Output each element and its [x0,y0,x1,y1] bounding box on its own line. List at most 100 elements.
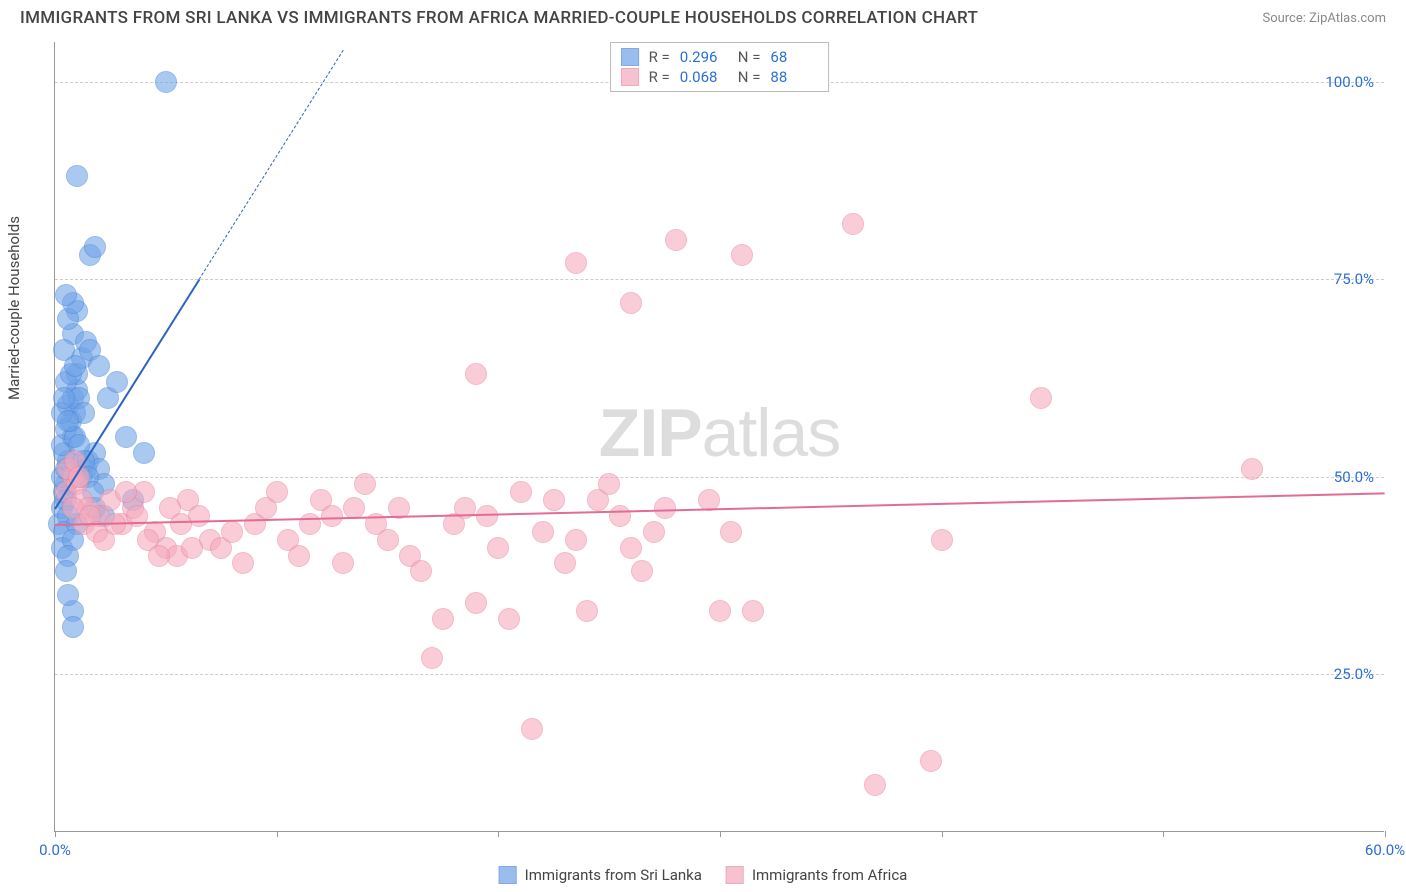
scatter-point [576,600,598,622]
n-value-1: 68 [770,48,818,66]
xtick [277,831,278,837]
scatter-point [864,774,886,796]
chart-title: IMMIGRANTS FROM SRI LANKA VS IMMIGRANTS … [20,8,978,28]
watermark: ZIPatlas [599,394,840,472]
chart-container: IMMIGRANTS FROM SRI LANKA VS IMMIGRANTS … [0,0,1406,892]
xtick-label: 0.0% [39,841,71,859]
scatter-point [521,718,543,740]
legend-label-2: Immigrants from Africa [752,866,907,884]
scatter-point [181,537,203,559]
scatter-point [543,489,565,511]
scatter-point [66,165,88,187]
r-value-1: 0.296 [680,48,728,66]
legend-stats-row-2: R = 0.068 N = 88 [621,67,819,87]
ytick-label: 25.0% [1334,665,1374,683]
scatter-point [221,521,243,543]
scatter-point [321,505,343,527]
xtick-label: 60.0% [1365,841,1405,859]
scatter-point [931,529,953,551]
plot-area: ZIPatlas R = 0.296 N = 68 R = 0.068 N = … [54,42,1384,832]
scatter-point [332,552,354,574]
scatter-point [432,608,454,630]
scatter-point [654,497,676,519]
xtick [1163,831,1164,837]
legend-swatch-1 [499,866,517,884]
xtick [498,831,499,837]
r-value-2: 0.068 [680,68,728,86]
scatter-point [421,647,443,669]
scatter-point [731,244,753,266]
scatter-point [643,521,665,543]
scatter-point [554,552,576,574]
scatter-point [53,387,75,409]
scatter-point [598,473,620,495]
trend-line [199,50,344,280]
scatter-point [620,292,642,314]
gridline-h [55,477,1384,478]
r-label-2: R = [649,68,670,86]
scatter-point [106,371,128,393]
ytick-label: 50.0% [1334,468,1374,486]
scatter-point [609,505,631,527]
xtick [1385,831,1386,837]
scatter-point [709,600,731,622]
scatter-point [299,513,321,535]
scatter-point [354,473,376,495]
scatter-point [170,513,192,535]
legend-stats: R = 0.296 N = 68 R = 0.068 N = 88 [610,42,830,92]
scatter-point [115,481,137,503]
scatter-point [155,71,177,93]
scatter-point [565,529,587,551]
scatter-point [720,521,742,543]
scatter-point [476,505,498,527]
scatter-point [288,545,310,567]
scatter-point [498,608,520,630]
n-value-2: 88 [770,68,818,86]
xtick [720,831,721,837]
scatter-point [742,600,764,622]
scatter-point [510,481,532,503]
n-label-2: N = [738,68,761,86]
scatter-point [620,537,642,559]
y-axis-label: Married-couple Households [5,216,23,400]
scatter-point [920,750,942,772]
scatter-point [88,355,110,377]
legend-item-2: Immigrants from Africa [726,866,907,884]
header-row: IMMIGRANTS FROM SRI LANKA VS IMMIGRANTS … [0,0,1406,32]
scatter-point [465,363,487,385]
scatter-point [232,552,254,574]
legend-bottom: Immigrants from Sri Lanka Immigrants fro… [499,866,908,884]
r-label-1: R = [649,48,670,66]
scatter-point [410,560,432,582]
scatter-point [55,284,77,306]
scatter-point [565,252,587,274]
swatch-series-1 [621,48,639,66]
scatter-point [377,529,399,551]
scatter-point [55,560,77,582]
scatter-point [487,537,509,559]
ytick-label: 75.0% [1334,270,1374,288]
scatter-point [631,560,653,582]
scatter-point [1030,387,1052,409]
scatter-point [57,410,79,432]
gridline-h [55,674,1384,675]
xtick [942,831,943,837]
scatter-point [532,521,554,543]
scatter-point [1241,458,1263,480]
watermark-bold: ZIP [599,395,702,471]
ytick-label: 100.0% [1325,73,1374,91]
plot-wrap: ZIPatlas R = 0.296 N = 68 R = 0.068 N = … [54,42,1384,832]
legend-swatch-2 [726,866,744,884]
scatter-point [133,442,155,464]
legend-label-1: Immigrants from Sri Lanka [525,866,702,884]
scatter-point [84,236,106,258]
gridline-h [55,279,1384,280]
scatter-point [57,584,79,606]
scatter-point [53,339,75,361]
legend-stats-row-1: R = 0.296 N = 68 [621,47,819,67]
scatter-point [115,426,137,448]
scatter-point [266,481,288,503]
watermark-light: atlas [702,395,841,471]
legend-item-1: Immigrants from Sri Lanka [499,866,702,884]
scatter-point [842,213,864,235]
